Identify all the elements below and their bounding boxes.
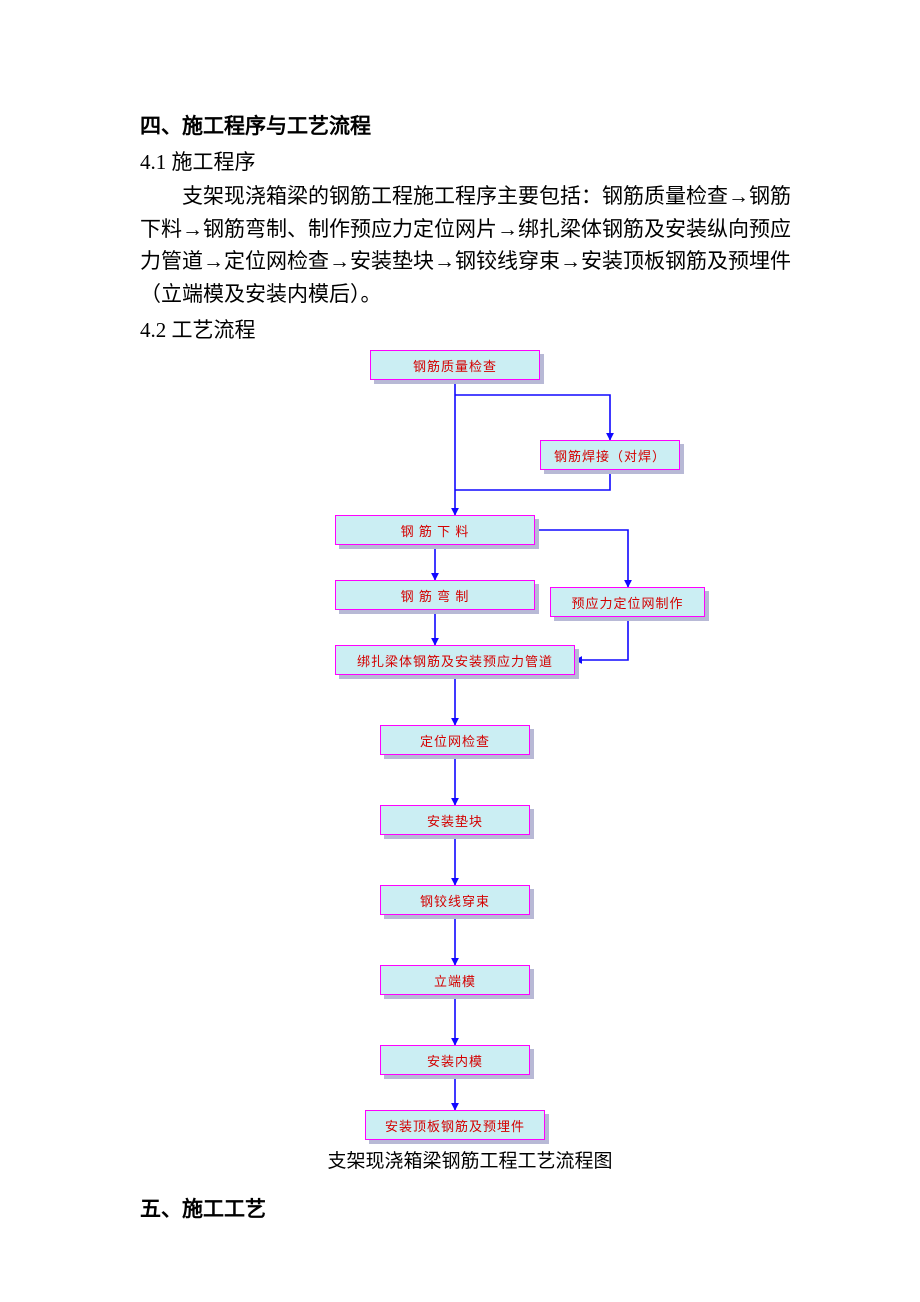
section-5-heading: 五、施工工艺 [140, 1193, 800, 1223]
flowchart-node: 钢筋焊接（对焊） [540, 440, 680, 470]
flowchart-node: 钢铰线穿束 [380, 885, 530, 915]
flowchart-node-label: 定位网检查 [380, 725, 530, 755]
flowchart-node-label: 钢筋焊接（对焊） [540, 440, 680, 470]
section-4-1: 4.1 施工程序 [140, 146, 800, 176]
flowchart-node-label: 安装内模 [380, 1045, 530, 1075]
flowchart-edge [535, 530, 628, 587]
flowchart-node-label: 钢铰线穿束 [380, 885, 530, 915]
flowchart-node-label: 预应力定位网制作 [550, 587, 705, 617]
flowchart-node: 钢筋质量检查 [370, 350, 540, 380]
flowchart-node-label: 钢 筋 下 料 [335, 515, 535, 545]
section-4-2: 4.2 工艺流程 [140, 314, 800, 344]
flowchart-caption: 支架现浇箱梁钢筋工程工艺流程图 [140, 1146, 800, 1173]
flowchart-node-label: 钢 筋 弯 制 [335, 580, 535, 610]
flowchart-node: 安装垫块 [380, 805, 530, 835]
flowchart-node-label: 绑扎梁体钢筋及安装预应力管道 [335, 645, 575, 675]
flowchart-node-label: 钢筋质量检查 [370, 350, 540, 380]
flowchart-edge [575, 617, 628, 660]
flowchart-node: 钢 筋 弯 制 [335, 580, 535, 610]
flowchart-node-label: 安装顶板钢筋及预埋件 [365, 1110, 545, 1140]
flowchart-node-label: 安装垫块 [380, 805, 530, 835]
flowchart-node-label: 立端模 [380, 965, 530, 995]
flowchart-node: 安装顶板钢筋及预埋件 [365, 1110, 545, 1140]
flowchart-node: 立端模 [380, 965, 530, 995]
flowchart-node: 钢 筋 下 料 [335, 515, 535, 545]
flowchart: 钢筋质量检查钢筋焊接（对焊） 钢 筋 下 料钢 筋 弯 制预应力定位网制作绑扎梁体… [230, 350, 710, 1140]
flowchart-node: 预应力定位网制作 [550, 587, 705, 617]
flowchart-node: 安装内模 [380, 1045, 530, 1075]
flowchart-node: 绑扎梁体钢筋及安装预应力管道 [335, 645, 575, 675]
section-4-1-para: 支架现浇箱梁的钢筋工程施工程序主要包括：钢筋质量检查→钢筋下料→钢筋弯制、制作预… [140, 180, 800, 310]
flowchart-node: 定位网检查 [380, 725, 530, 755]
flowchart-edge [455, 395, 610, 440]
section-4-heading: 四、施工程序与工艺流程 [140, 110, 800, 140]
